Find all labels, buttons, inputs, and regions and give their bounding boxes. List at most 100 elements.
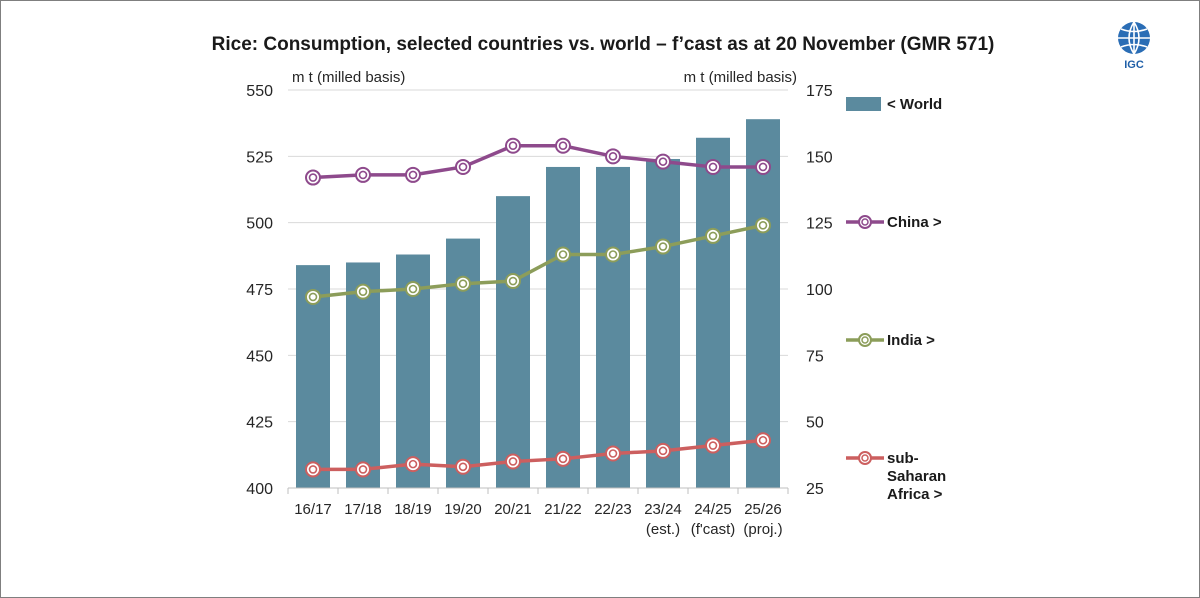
marker-outer <box>505 453 521 470</box>
marker-inner <box>408 170 418 180</box>
y-tick-left-label: 475 <box>246 282 273 299</box>
marker-outer <box>555 246 571 263</box>
y-tick-right-label: 150 <box>806 149 833 166</box>
x-tick-label: 22/23 <box>594 501 632 518</box>
y-tick-right-label: 175 <box>806 83 833 100</box>
series-marker <box>355 166 371 183</box>
marker-inner <box>358 287 368 296</box>
marker-inner <box>458 462 468 472</box>
series-marker <box>455 458 471 475</box>
series-line <box>312 223 764 299</box>
series-marker <box>305 169 321 186</box>
marker-inner <box>658 242 668 251</box>
legend-swatch <box>846 97 881 111</box>
legend-marker-inner <box>861 218 869 226</box>
marker-outer <box>755 217 771 234</box>
marker-outer <box>305 169 321 186</box>
y-tick-left-label: 450 <box>246 348 273 365</box>
y-tick-left-label: 425 <box>246 415 273 432</box>
series-marker <box>455 158 471 175</box>
marker-inner <box>458 279 468 288</box>
y-tick-left-label: 400 <box>246 481 273 498</box>
legend-label: China > <box>887 214 942 231</box>
series-marker <box>755 158 771 175</box>
series-marker <box>655 153 671 170</box>
legend-label: Saharan <box>887 468 946 485</box>
x-tick-label: 25/26 <box>744 501 782 518</box>
marker-inner <box>508 276 518 286</box>
marker-inner <box>408 459 418 469</box>
marker-outer <box>455 158 471 175</box>
marker-outer <box>755 158 771 175</box>
series-marker <box>755 217 771 234</box>
series-marker <box>605 445 621 462</box>
marker-outer <box>705 437 721 454</box>
world-bar <box>746 119 780 488</box>
legend-item: India > <box>846 332 935 349</box>
x-tick-label: 20/21 <box>494 501 532 518</box>
logo-text: IGC <box>1124 59 1144 71</box>
marker-inner <box>708 231 718 241</box>
marker-outer <box>605 445 621 462</box>
series-marker <box>405 166 421 183</box>
x-tick-label: (f'cast) <box>691 521 736 538</box>
y-axis-left-ticks: 400 425 450 475 500 525 550 <box>246 83 273 498</box>
chart-title: Rice: Consumption, selected countries vs… <box>212 34 995 55</box>
marker-inner <box>758 162 768 172</box>
legend-label: < World <box>887 96 942 113</box>
marker-outer <box>455 275 471 292</box>
x-tick-label: (proj.) <box>743 521 782 538</box>
y-tick-right-label: 100 <box>806 282 833 299</box>
series-marker <box>405 281 421 297</box>
legend-marker-inner <box>861 454 869 462</box>
series-marker <box>505 137 521 154</box>
marker-inner <box>608 152 618 161</box>
series-marker <box>655 442 671 459</box>
marker-inner <box>658 446 668 456</box>
series-marker <box>705 227 721 244</box>
marker-outer <box>555 450 571 467</box>
y-tick-right-label: 25 <box>806 481 824 498</box>
marker-outer <box>605 148 621 165</box>
marker-outer <box>455 458 471 475</box>
legend-marker <box>858 451 872 465</box>
legend-label: Africa > <box>887 486 943 503</box>
marker-inner <box>708 162 718 172</box>
marker-inner <box>558 454 568 464</box>
marker-inner <box>308 292 318 302</box>
series-marker <box>305 461 321 478</box>
x-tick-label: 16/17 <box>294 501 332 518</box>
world-bar <box>696 137 730 488</box>
world-bar <box>546 166 580 489</box>
series-marker <box>355 283 371 300</box>
marker-outer <box>305 288 321 305</box>
marker-outer <box>655 153 671 170</box>
marker-outer <box>605 246 621 263</box>
series-marker <box>505 453 521 470</box>
marker-inner <box>608 449 618 458</box>
y-tick-right-label: 75 <box>806 348 824 365</box>
series-marker <box>605 246 621 263</box>
igc-logo: IGC <box>1118 21 1150 71</box>
marker-inner <box>458 162 468 172</box>
globe-icon <box>1118 21 1150 55</box>
marker-outer <box>355 166 371 183</box>
series-marker <box>655 238 671 255</box>
marker-outer <box>755 432 771 449</box>
marker-inner <box>358 170 368 180</box>
marker-inner <box>308 465 318 474</box>
series-marker <box>505 273 521 290</box>
series-line <box>313 438 764 472</box>
marker-outer <box>405 166 421 183</box>
y-axis-right-ticks: 25 50 75 100 125 150 175 <box>806 83 833 498</box>
y-tick-left-label: 550 <box>246 83 273 100</box>
x-tick-label: 24/25 <box>694 501 732 518</box>
y-tick-right-label: 50 <box>806 415 824 432</box>
legend-marker <box>858 215 872 229</box>
legend-label: sub- <box>887 450 919 467</box>
y-axis-left-unit: m t (milled basis) <box>292 69 405 86</box>
series-marker <box>305 288 321 305</box>
marker-outer <box>405 456 421 473</box>
series-marker <box>755 432 771 449</box>
